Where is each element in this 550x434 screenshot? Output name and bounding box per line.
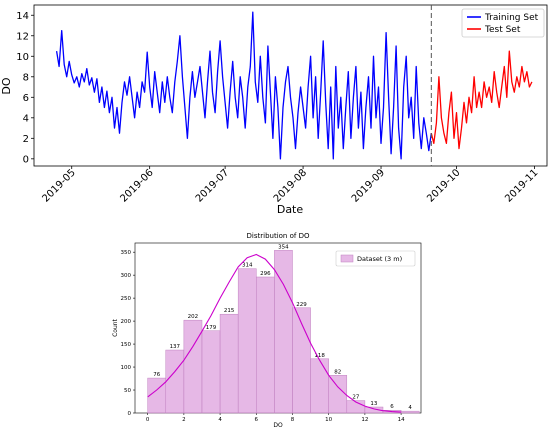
histogram-bar: [237, 268, 257, 414]
histogram-bar-label: 202: [188, 314, 199, 320]
line-y-tick-label: 10: [16, 52, 29, 63]
line-y-label: DO: [0, 77, 13, 94]
histogram-legend: Dataset (3 m): [335, 250, 416, 267]
histogram-title: Distribution of DO: [247, 232, 310, 240]
line-x-label: Date: [277, 203, 304, 216]
histogram-bar-label: 4: [408, 405, 412, 411]
histogram-bar-label: 229: [296, 302, 307, 308]
histogram-x-tick-label: 8: [291, 417, 295, 423]
histogram-bar-label: 179: [206, 325, 217, 331]
legend-dataset-swatch: [340, 254, 354, 263]
histogram-bar: [201, 330, 221, 414]
histogram-y-ticks: 0 50 100 150 200 250 300 350: [121, 250, 135, 417]
histogram-x-ticks: 0 2 4 6 8 10 12 14: [146, 413, 405, 423]
legend-training-label: Training Set: [484, 13, 539, 23]
histogram-x-tick-label: 4: [218, 417, 222, 423]
line-y-tick-label: 4: [23, 113, 29, 124]
histogram-x-tick-label: 0: [146, 417, 150, 423]
histogram-y-tick-label: 350: [121, 250, 132, 256]
histogram-bar-label: 6: [390, 404, 394, 410]
histogram-x-tick-label: 2: [182, 417, 186, 423]
line-legend-box: [461, 8, 545, 38]
histogram-bar-label: 118: [314, 353, 325, 359]
training-set-line: [55, 11, 432, 160]
line-y-tick-label: 8: [23, 72, 29, 83]
histogram-y-tick-label: 100: [121, 365, 132, 371]
histogram-bar-label: 13: [370, 401, 377, 407]
histogram-bar: [183, 319, 203, 414]
line-x-tick-label: 2019-08: [272, 167, 309, 204]
line-x-tick-label: 2019-09: [350, 167, 387, 204]
line-y-tick-label: 14: [16, 11, 29, 22]
line-x-tick-label: 2019-10: [425, 167, 462, 204]
line-y-tick-label: 12: [16, 31, 29, 42]
histogram-x-tick-label: 10: [325, 417, 332, 423]
histogram-bar: [219, 313, 239, 414]
kde-curve: [147, 253, 402, 413]
line-x-tick-label: 2019-07: [194, 167, 231, 204]
histogram-bar: [310, 358, 329, 414]
line-chart: 0 2 4 6 8 10 12 14 2019-05 2019-06 2019-07 2019-08…: [0, 4, 548, 216]
line-x-tick-label: 2019-11: [503, 167, 540, 204]
histogram-chart: Distribution of DO 050100150200250300350…: [112, 232, 422, 429]
histogram-bar: [165, 349, 185, 414]
histogram-bar: [147, 377, 167, 414]
histogram-x-tick-label: 14: [398, 417, 405, 423]
histogram-y-tick-label: 250: [121, 296, 132, 302]
histogram-y-tick-label: 200: [121, 319, 132, 325]
histogram-y-label: Count: [112, 318, 119, 336]
line-x-tick-label: 2019-06: [118, 167, 155, 204]
histogram-legend-box: [335, 250, 416, 267]
histogram-bar-labels: 76 137 202 179 215 314 296 354 229 118 82 27 13 6 4: [153, 244, 412, 411]
line-x-tick-label: 2019-05: [41, 167, 78, 204]
histogram-bar-label: 314: [242, 263, 253, 269]
legend-dataset-label: Dataset (3 m): [357, 255, 402, 263]
test-set-line: [430, 50, 533, 150]
histogram-y-tick-label: 0: [128, 411, 132, 417]
histogram-bar-label: 215: [224, 308, 235, 314]
line-x-ticks: 2019-05 2019-06 2019-07 2019-08 2019-09 2019-…: [41, 166, 541, 205]
histogram-y-tick-label: 150: [121, 342, 132, 348]
histogram-x-label: DO: [273, 422, 283, 429]
histogram-bar: [256, 276, 275, 414]
histogram-bar-label: 76: [153, 372, 160, 378]
histogram-bar-label: 27: [352, 395, 359, 401]
legend-test-label: Test Set: [484, 25, 521, 35]
histogram-bar-label: 82: [334, 369, 341, 375]
line-y-tick-label: 6: [23, 93, 29, 104]
line-plot-frame: [33, 4, 548, 167]
histogram-bar-label: 137: [170, 344, 181, 350]
histogram-bar: [328, 375, 348, 414]
histogram-bar-label: 354: [278, 244, 289, 250]
line-legend: Training Set Test Set: [461, 8, 545, 38]
histogram-x-tick-label: 6: [255, 417, 259, 423]
histogram-x-tick-label: 12: [361, 417, 368, 423]
histogram-bars: [147, 250, 420, 414]
line-series-group: [55, 11, 533, 160]
histogram-bar: [400, 410, 420, 414]
line-y-tick-label: 2: [23, 134, 29, 145]
histogram-y-tick-label: 50: [124, 388, 131, 394]
histogram-y-tick-label: 300: [121, 273, 132, 279]
line-y-ticks: 0 2 4 6 8 10 12 14: [16, 11, 34, 165]
histogram-bar-label: 296: [260, 271, 271, 277]
line-y-tick-label: 0: [23, 154, 29, 165]
